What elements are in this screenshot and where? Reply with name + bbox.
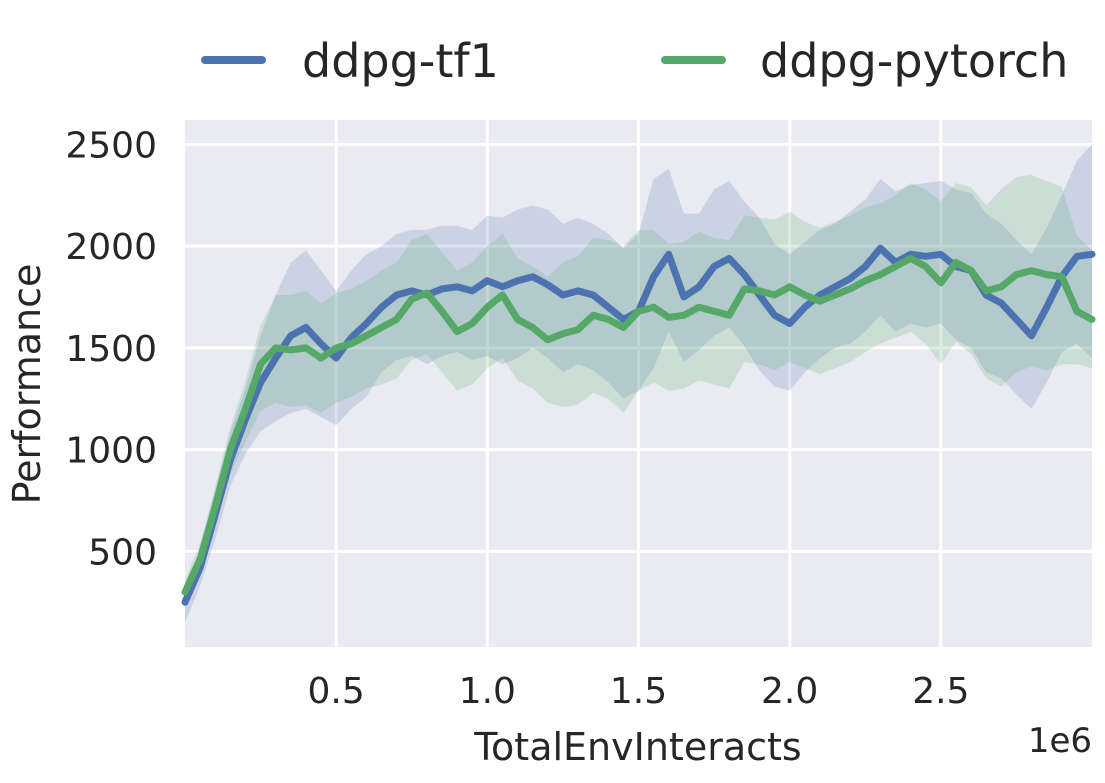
x-tick-label: 2.0	[761, 671, 818, 712]
y-tick-label: 500	[88, 532, 157, 573]
y-tick-label: 2000	[65, 227, 157, 268]
x-tick-label: 0.5	[308, 671, 365, 712]
legend: ddpg-tf1 ddpg-pytorch	[201, 34, 1068, 88]
x-tick-label: 1.0	[459, 671, 516, 712]
x-axis-label: TotalEnvInteracts	[473, 725, 801, 769]
series-lines	[181, 244, 1096, 606]
y-tick-label: 1000	[65, 431, 157, 472]
legend-label-ddpg-pytorch: ddpg-pytorch	[760, 34, 1068, 88]
y-tick-label: 2500	[65, 125, 157, 166]
legend-label-ddpg-tf1: ddpg-tf1	[302, 34, 499, 88]
x-tick-labels: 0.5 1.0 1.5 2.0 2.5	[308, 671, 970, 712]
x-tick-label: 1.5	[610, 671, 667, 712]
y-tick-labels: 500 1000 1500 2000 2500	[65, 125, 157, 573]
series-line-ddpg-pytorch	[181, 254, 1096, 596]
grid	[185, 120, 1092, 647]
y-axis-label: Performance	[5, 264, 49, 505]
y-tick-label: 1500	[65, 329, 157, 370]
x-tick-label: 2.5	[912, 671, 969, 712]
x-axis-offset-label: 1e6	[1028, 721, 1092, 761]
